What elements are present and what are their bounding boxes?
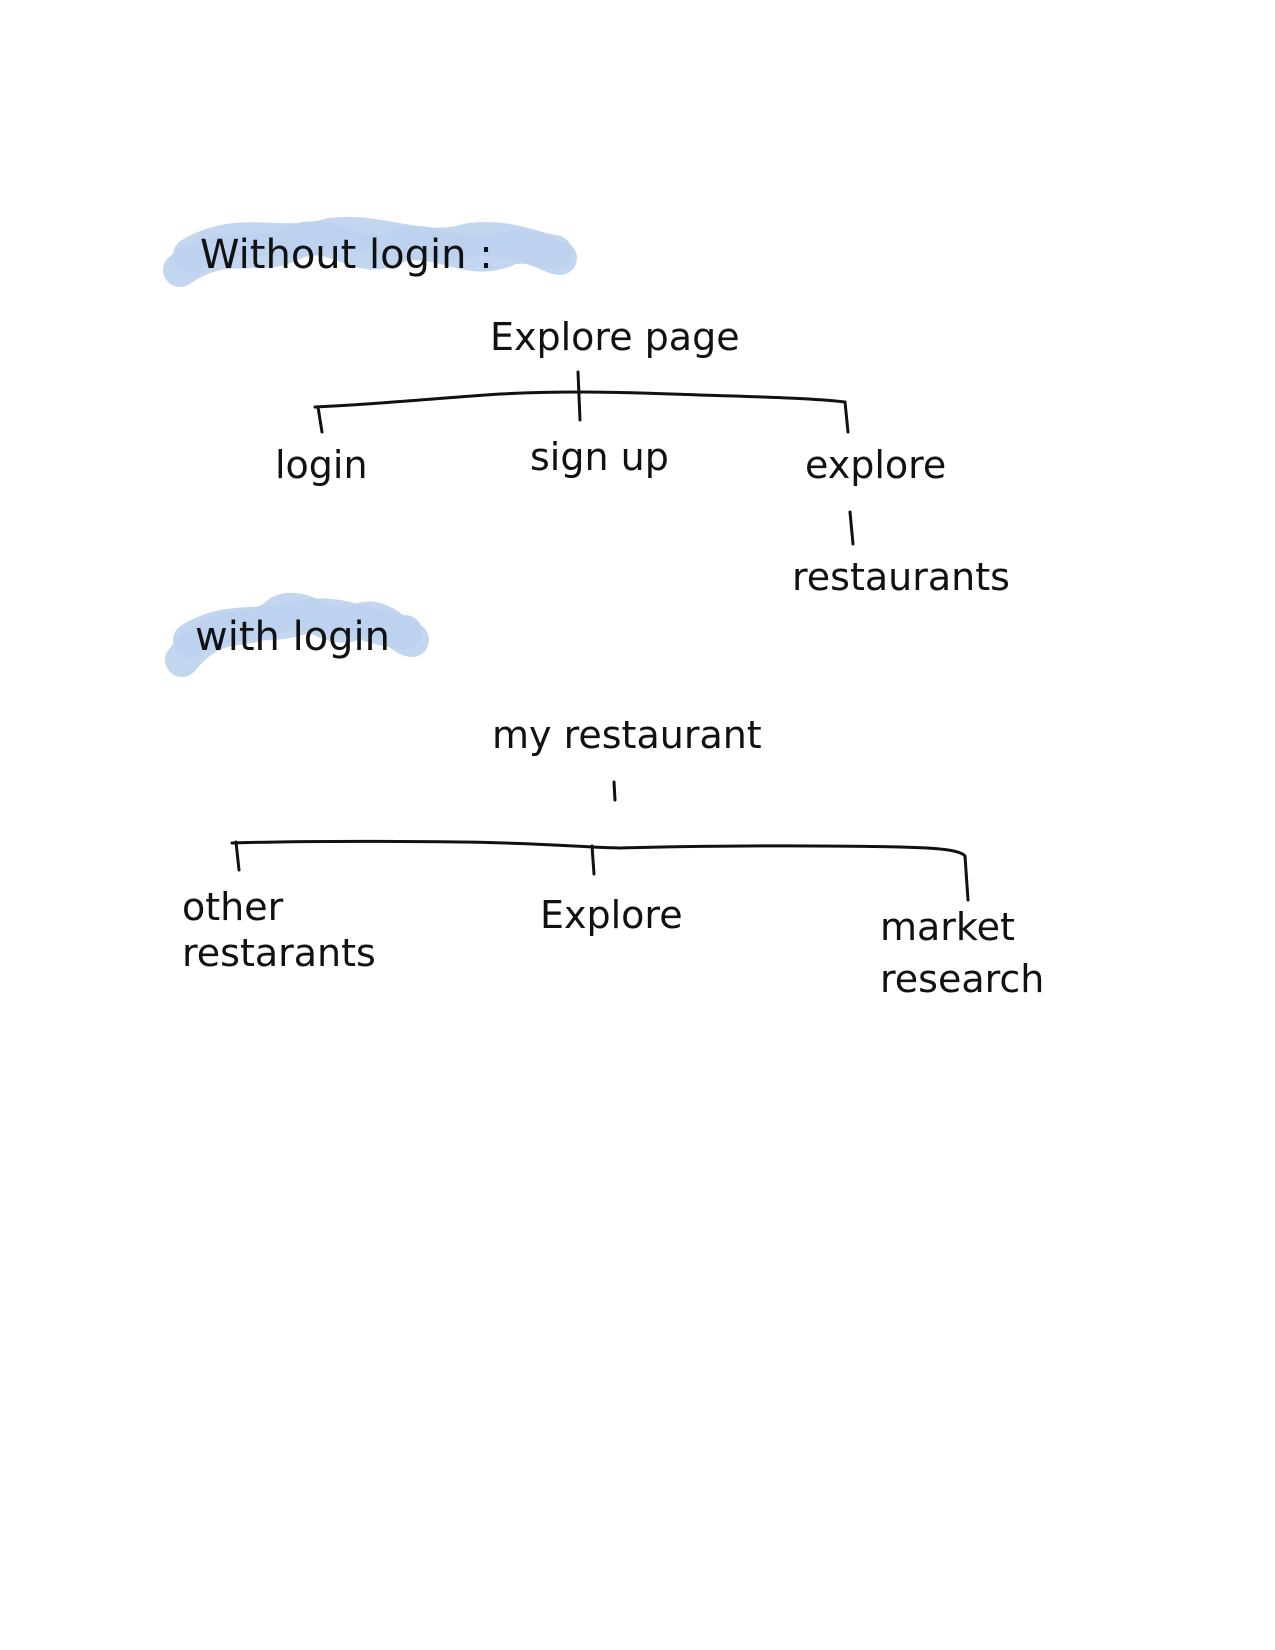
sign-up-node: sign up bbox=[530, 435, 669, 479]
with-login-section: with login my restaurant other restarants… bbox=[165, 592, 1044, 1001]
without-login-heading: Without login : bbox=[200, 232, 493, 278]
explore-page-node: Explore page bbox=[490, 315, 740, 359]
my-restaurant-node: my restaurant bbox=[492, 713, 762, 757]
my-restaurant-branch-bar bbox=[230, 839, 970, 902]
explore-page-branch-bar bbox=[313, 390, 847, 409]
explore-page-stem bbox=[576, 370, 582, 422]
market-research-node: market research bbox=[880, 905, 1044, 1001]
other-restaurants-node: other restarants bbox=[182, 885, 376, 975]
explore-connector bbox=[843, 400, 850, 434]
without-login-highlight-2 bbox=[173, 216, 572, 272]
with-login-highlight-2 bbox=[173, 598, 422, 657]
my-restaurant-stem bbox=[612, 780, 617, 802]
with-login-heading: with login bbox=[195, 614, 390, 660]
other-restaurants-connector bbox=[234, 840, 241, 872]
explore-node-2: Explore bbox=[540, 893, 683, 937]
explore-to-restaurants-connector bbox=[848, 510, 855, 546]
without-login-section: Without login : Explore page login sign … bbox=[163, 216, 1010, 599]
explore-connector-2 bbox=[590, 844, 596, 876]
login-connector bbox=[316, 405, 324, 434]
explore-node: explore bbox=[805, 443, 946, 487]
login-node: login bbox=[275, 443, 368, 487]
restaurants-node: restaurants bbox=[792, 555, 1010, 599]
